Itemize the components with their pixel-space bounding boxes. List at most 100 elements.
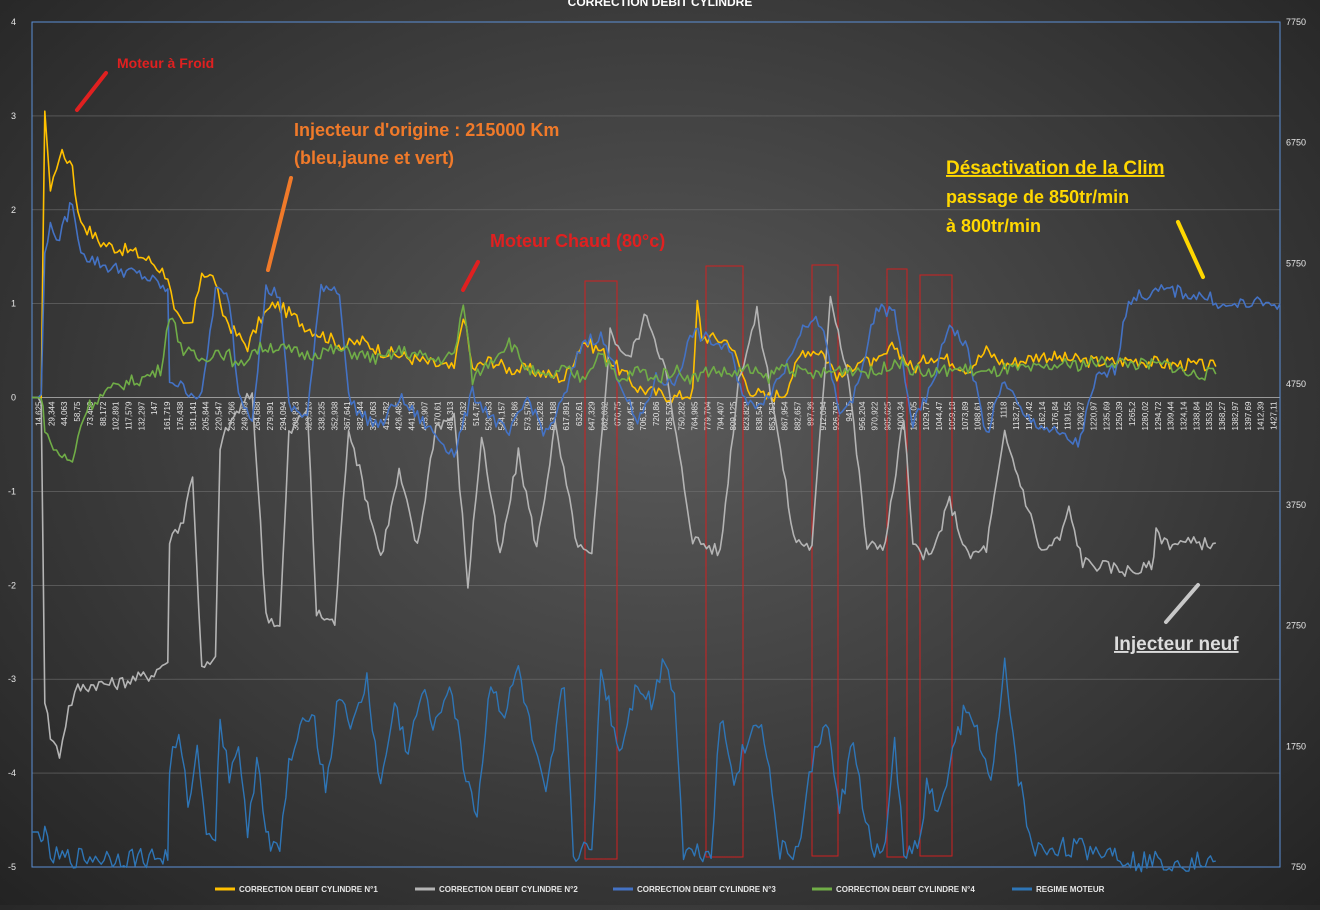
x-tick-label: 1162,14: [1038, 401, 1047, 430]
x-tick-label: 102,891: [112, 401, 121, 430]
highlight-boxes: [584, 264, 953, 860]
x-tick-label: 809,125: [729, 401, 738, 430]
x-tick-label: 485,313: [446, 401, 455, 430]
x-tick-label: 73,469: [86, 401, 95, 426]
x-tick-label: 1029,77: [922, 401, 931, 430]
x-tick-label: 1397,69: [1244, 401, 1253, 430]
annotation-marker: [266, 176, 293, 272]
x-tick-label: 867,954: [781, 401, 790, 430]
y-left-tick-label: -5: [8, 862, 16, 872]
annotation-marker: [461, 260, 480, 292]
x-tick-label: 1280,02: [1141, 401, 1150, 430]
x-tick-label: 426,485: [395, 401, 404, 430]
y-left-tick-label: 2: [11, 205, 16, 215]
x-tick-label: 720,86: [652, 401, 661, 426]
x-tick-label: 1000,34: [896, 401, 905, 430]
axes: 4 3 2 1 0 -1 -2 -3 -4 -5 7750 6750 5750 4750 3750 2750 1…: [8, 17, 1306, 872]
x-tick-label: 956,204: [858, 401, 867, 430]
series-line-1: [32, 110, 1217, 404]
x-tick-label: 897,36: [806, 401, 815, 426]
series-line-3: [32, 202, 1281, 458]
x-tick-label: 853,251: [768, 401, 777, 430]
highlight-box: [811, 264, 839, 857]
x-tick-label: 147: [150, 401, 159, 415]
y-left-tick-label: 4: [11, 17, 16, 27]
y-left-tick-label: -1: [8, 486, 16, 496]
x-tick-label: 1265,2: [1128, 401, 1137, 426]
legend-label: CORRECTION DEBIT CYLINDRE N°2: [439, 885, 578, 894]
legend-label: REGIME MOTEUR: [1036, 885, 1105, 894]
x-tick-label: 382,344: [356, 401, 365, 430]
x-tick-label: 882,657: [794, 401, 803, 430]
x-tick-label: 1132,72: [1012, 401, 1021, 430]
y-right-tick-label: 6750: [1286, 138, 1306, 148]
annotation-text: Moteur Chaud (80°c): [490, 231, 665, 251]
highlight-box: [886, 268, 908, 858]
x-tick-label: 1427,11: [1270, 401, 1279, 430]
chart-title: CORRECTION DEBIT CYLINDRE: [568, 0, 753, 9]
x-tick-label: 514,75: [472, 401, 481, 426]
y-right-tick-label: 750: [1291, 862, 1306, 872]
series-lines: [32, 110, 1281, 873]
y-right-tick-label: 7750: [1286, 17, 1306, 27]
x-tick-label: 58,75: [73, 401, 82, 422]
x-tick-label: 823,829: [742, 401, 751, 430]
x-tick-label: 117,579: [124, 401, 133, 430]
x-tick-label: 235,266: [227, 401, 236, 430]
x-tick-label: 1015,05: [909, 401, 918, 430]
annotation-text: Injecteur d'origine : 215000 Km: [294, 120, 559, 140]
x-tick-label: 926,797: [832, 401, 841, 430]
x-tick-label: 764,985: [691, 401, 700, 430]
legend-label: CORRECTION DEBIT CYLINDRE N°4: [836, 885, 975, 894]
series-line-5: [32, 657, 1216, 873]
x-tick-label: 205,844: [202, 401, 211, 430]
y-right-tick-label: 5750: [1286, 258, 1306, 268]
x-tick-label: 1338,84: [1192, 401, 1201, 430]
annotation-text: Injecteur neuf: [1114, 634, 1239, 655]
x-tick-label: 706,157: [639, 401, 648, 430]
x-tick-label: 1220,97: [1089, 401, 1098, 430]
legend: CORRECTION DEBIT CYLINDRE N°1 CORRECTION …: [215, 885, 1105, 894]
x-tick-label: 338,235: [317, 401, 326, 430]
x-tick-label: 249,969: [240, 401, 249, 430]
x-tick-label: 1324,14: [1180, 401, 1189, 430]
x-tick-label: 558,86: [510, 401, 519, 426]
x-tick-label: 470,61: [433, 401, 442, 426]
x-tick-label: 1309,44: [1167, 401, 1176, 430]
y-left-tick-label: -3: [8, 674, 16, 684]
y-left-tick-label: 0: [11, 393, 16, 403]
x-tick-label: 367,641: [343, 401, 352, 430]
annotation-marker: [1164, 583, 1200, 624]
y-left-tick-label: -4: [8, 768, 16, 778]
highlight-box: [584, 280, 618, 860]
x-tick-label: 14,625: [34, 401, 43, 426]
x-tick-label: 29,344: [47, 401, 56, 426]
x-tick-label: 1044,47: [935, 401, 944, 430]
annotation-marker: [75, 71, 108, 112]
x-tick-label: 691,454: [626, 401, 635, 430]
x-tick-label: 1235,69: [1102, 401, 1111, 430]
series-line-2: [32, 295, 1216, 759]
x-tick-label: 647,329: [588, 401, 597, 430]
y-right-tick-label: 2750: [1286, 621, 1306, 631]
x-tick-label: 132,297: [137, 401, 146, 430]
x-tick-label: 838,547: [755, 401, 764, 430]
x-tick-label: 1191,55: [1064, 401, 1073, 430]
x-tick-label: 1250,39: [1115, 401, 1124, 430]
plot-frame: [31, 21, 1281, 868]
y-right-tick-label: 4750: [1286, 379, 1306, 389]
legend-label: CORRECTION DEBIT CYLINDRE N°1: [239, 885, 378, 894]
x-tick-label: 88,172: [99, 401, 108, 426]
legend-label: CORRECTION DEBIT CYLINDRE N°3: [637, 885, 776, 894]
annotation-text: Moteur à Froid: [117, 55, 214, 71]
annotation-text: (bleu,jaune et vert): [294, 148, 454, 168]
annotation-text: à 800tr/min: [946, 216, 1041, 236]
x-tick-label: 573,579: [523, 401, 532, 430]
x-tick-label: 264,688: [253, 401, 262, 430]
x-tick-label: 912,094: [819, 401, 828, 430]
x-tick-label: 323,516: [305, 401, 314, 430]
x-tick-label: 455,907: [420, 401, 429, 430]
x-tick-label: 985,625: [884, 401, 893, 430]
